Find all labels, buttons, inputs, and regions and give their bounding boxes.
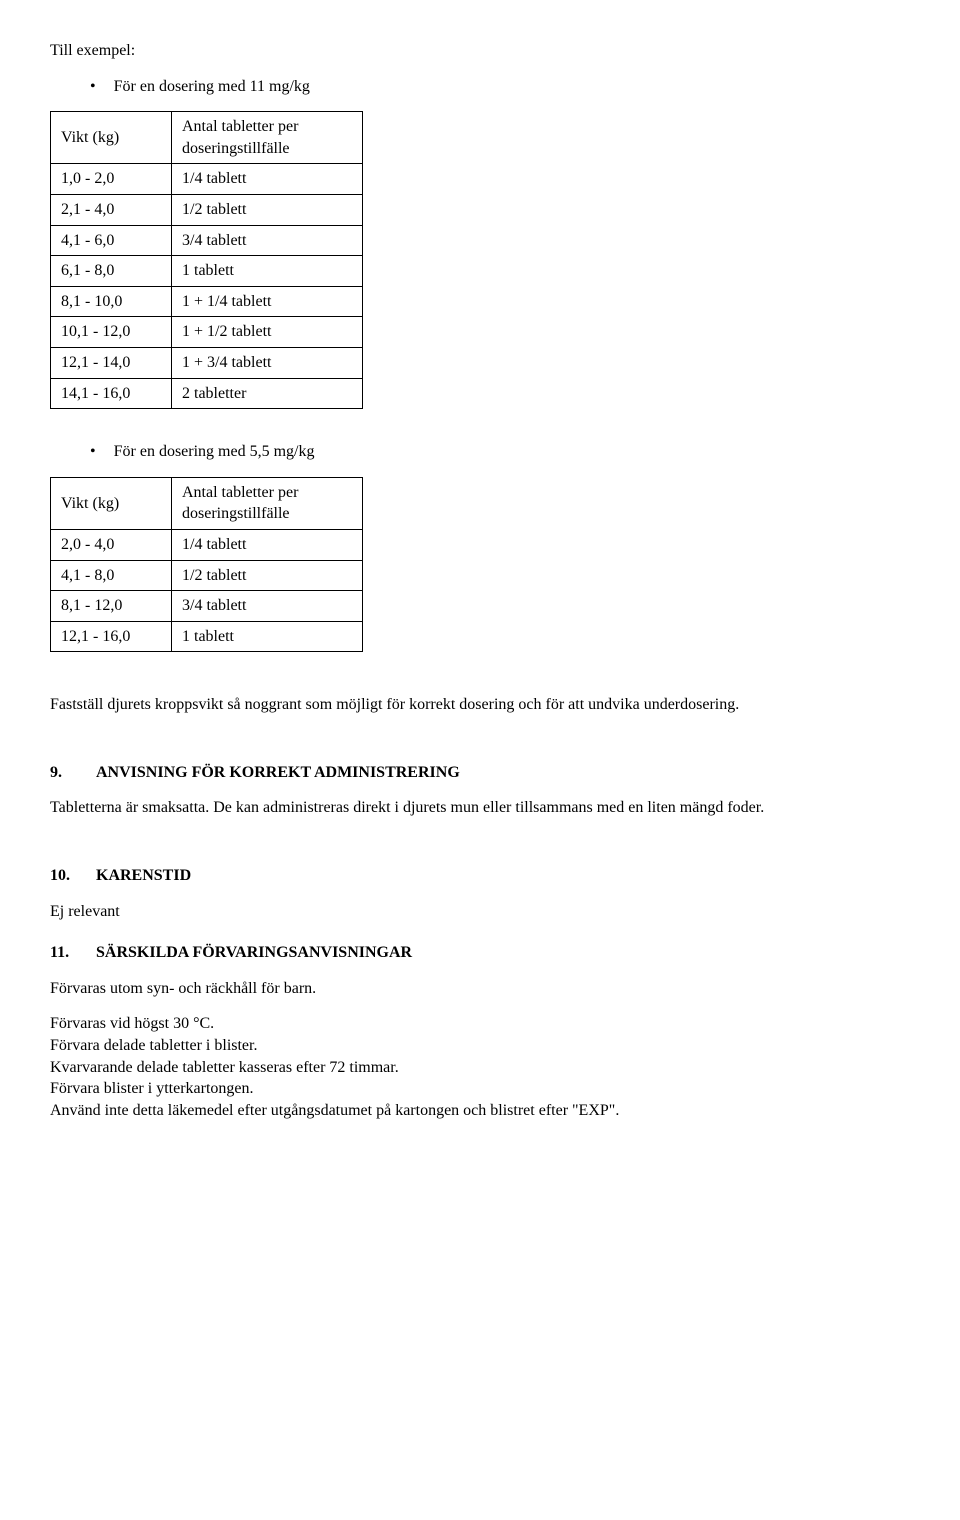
intro-text: Till exempel: (50, 40, 910, 62)
section-11-title: SÄRSKILDA FÖRVARINGSANVISNINGAR (96, 942, 412, 964)
table-row: 2,0 - 4,01/4 tablett (51, 529, 363, 560)
bullet-2-wrap: • För en dosering med 5,5 mg/kg (90, 441, 910, 463)
section-11-block: Förvaras vid högst 30 °C. Förvara delade… (50, 1013, 910, 1121)
table-row: 12,1 - 14,01 + 3/4 tablett (51, 347, 363, 378)
table-header-qty: Antal tabletter per doseringstillfälle (172, 112, 363, 164)
table-row: 12,1 - 16,01 tablett (51, 621, 363, 652)
section-10-num: 10. (50, 865, 96, 887)
dosing-table-2: Vikt (kg) Antal tabletter per doseringst… (50, 477, 363, 653)
section-11-line-3: Förvara delade tabletter i blister. (50, 1035, 910, 1057)
section-11-num: 11. (50, 942, 96, 964)
cell-weight: 10,1 - 12,0 (51, 317, 172, 348)
cell-qty: 3/4 tablett (172, 591, 363, 622)
cell-weight: 12,1 - 14,0 (51, 347, 172, 378)
cell-qty: 1 + 1/2 tablett (172, 317, 363, 348)
section-10-heading: 10. KARENSTID (50, 865, 910, 887)
section-10-title: KARENSTID (96, 865, 191, 887)
section-11-line-4: Kvarvarande delade tabletter kasseras ef… (50, 1057, 910, 1079)
cell-qty: 1 tablett (172, 621, 363, 652)
section-11-line-5: Förvara blister i ytterkartongen. (50, 1078, 910, 1100)
cell-weight: 4,1 - 6,0 (51, 225, 172, 256)
section-9-body: Tabletterna är smaksatta. De kan adminis… (50, 797, 910, 819)
table-row: 4,1 - 8,01/2 tablett (51, 560, 363, 591)
cell-weight: 1,0 - 2,0 (51, 164, 172, 195)
table-row: 14,1 - 16,02 tabletter (51, 378, 363, 409)
table-row: 4,1 - 6,03/4 tablett (51, 225, 363, 256)
table-row: 8,1 - 12,03/4 tablett (51, 591, 363, 622)
cell-qty: 1/2 tablett (172, 560, 363, 591)
bullet-2-text: För en dosering med 5,5 mg/kg (114, 441, 315, 463)
cell-weight: 6,1 - 8,0 (51, 256, 172, 287)
table-row: 8,1 - 10,01 + 1/4 tablett (51, 286, 363, 317)
section-11-line-2: Förvaras vid högst 30 °C. (50, 1013, 910, 1035)
cell-weight: 8,1 - 12,0 (51, 591, 172, 622)
cell-weight: 2,1 - 4,0 (51, 194, 172, 225)
cell-weight: 14,1 - 16,0 (51, 378, 172, 409)
cell-qty: 1/2 tablett (172, 194, 363, 225)
table-row: 2,1 - 4,01/2 tablett (51, 194, 363, 225)
cell-qty: 1 tablett (172, 256, 363, 287)
cell-qty: 1/4 tablett (172, 529, 363, 560)
bullet-icon: • (90, 441, 96, 463)
section-9-num: 9. (50, 762, 96, 784)
cell-qty: 1 + 1/4 tablett (172, 286, 363, 317)
section-9-heading: 9. ANVISNING FÖR KORREKT ADMINISTRERING (50, 762, 910, 784)
bullet-1-wrap: • För en dosering med 11 mg/kg (90, 76, 910, 98)
table-row: 10,1 - 12,01 + 1/2 tablett (51, 317, 363, 348)
table-row: 6,1 - 8,01 tablett (51, 256, 363, 287)
dosing-table-1: Vikt (kg) Antal tabletter per doseringst… (50, 111, 363, 409)
cell-qty: 1 + 3/4 tablett (172, 347, 363, 378)
cell-weight: 2,0 - 4,0 (51, 529, 172, 560)
bullet-1-text: För en dosering med 11 mg/kg (114, 76, 310, 98)
section-9-title: ANVISNING FÖR KORREKT ADMINISTRERING (96, 762, 460, 784)
cell-weight: 4,1 - 8,0 (51, 560, 172, 591)
cell-weight: 12,1 - 16,0 (51, 621, 172, 652)
cell-qty: 2 tabletter (172, 378, 363, 409)
table-row: 1,0 - 2,01/4 tablett (51, 164, 363, 195)
section-11-line-1: Förvaras utom syn- och räckhåll för barn… (50, 978, 910, 1000)
table-header-weight: Vikt (kg) (51, 112, 172, 164)
table-header-qty: Antal tabletter per doseringstillfälle (172, 477, 363, 529)
section-10-body: Ej relevant (50, 901, 910, 923)
table-header-weight: Vikt (kg) (51, 477, 172, 529)
section-11-line-6: Använd inte detta läkemedel efter utgång… (50, 1100, 910, 1122)
cell-qty: 1/4 tablett (172, 164, 363, 195)
cell-weight: 8,1 - 10,0 (51, 286, 172, 317)
bullet-icon: • (90, 76, 96, 98)
section-11-heading: 11. SÄRSKILDA FÖRVARINGSANVISNINGAR (50, 942, 910, 964)
weight-instruction: Fastställ djurets kroppsvikt så noggrant… (50, 694, 910, 716)
cell-qty: 3/4 tablett (172, 225, 363, 256)
